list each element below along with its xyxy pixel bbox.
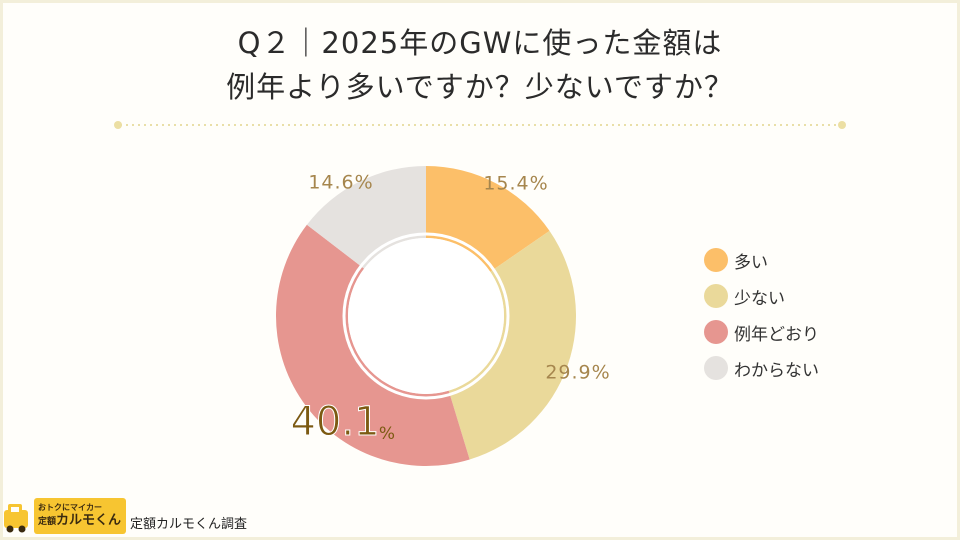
chart-title-line-2: 例年より多いですか？少ないですか？ (226, 70, 734, 104)
chart-title-line-1: Q２｜2025年のGWに使った金額は (237, 26, 723, 60)
slice-wakaranai (306, 166, 426, 269)
brand-name: カルモくん (56, 512, 122, 528)
chart-legend: 多い 少ない 例年どおり わからない (704, 242, 819, 386)
legend-item-sukunai: 少ない (704, 278, 819, 314)
brand-name-line: 定額カルモくん (38, 513, 126, 530)
legend-swatch-wakaranai (704, 356, 728, 380)
survey-source: 定額カルモくん調査 (130, 517, 248, 532)
legend-swatch-reinen (704, 320, 728, 344)
legend-label-ooi: 多い (734, 252, 768, 273)
legend-swatch-ooi (704, 248, 728, 272)
slice-sukunai (448, 230, 576, 460)
value-label-sukunai: 29.9% (545, 362, 610, 384)
value-label-wakaranai: 14.6% (308, 172, 373, 194)
car-logo-icon (4, 504, 28, 533)
donut-inner-ring (342, 232, 510, 400)
legend-label-sukunai: 少ない (734, 288, 785, 309)
title-divider (114, 121, 846, 129)
value-unit-reinen: % (379, 424, 395, 444)
brand-footer: おトクにマイカー 定額カルモくん 定額カルモくん調査 (2, 498, 247, 534)
legend-item-reinen: 例年どおり (704, 314, 819, 350)
legend-label-reinen: 例年どおり (734, 324, 819, 345)
legend-item-ooi: 多い (704, 242, 819, 278)
donut-hole (348, 238, 504, 394)
slice-reinen (275, 224, 470, 466)
legend-swatch-sukunai (704, 284, 728, 308)
brand-logo: おトクにマイカー 定額カルモくん (34, 498, 126, 534)
brand-tagline: おトクにマイカー (38, 502, 102, 512)
value-label-ooi: 15.4% (483, 173, 548, 195)
legend-label-wakaranai: わからない (734, 360, 819, 381)
legend-item-wakaranai: わからない (704, 350, 819, 386)
value-label-reinen: 40.1 (290, 399, 379, 445)
brand-prefix: 定額 (38, 516, 57, 527)
slice-ooi (426, 166, 550, 272)
